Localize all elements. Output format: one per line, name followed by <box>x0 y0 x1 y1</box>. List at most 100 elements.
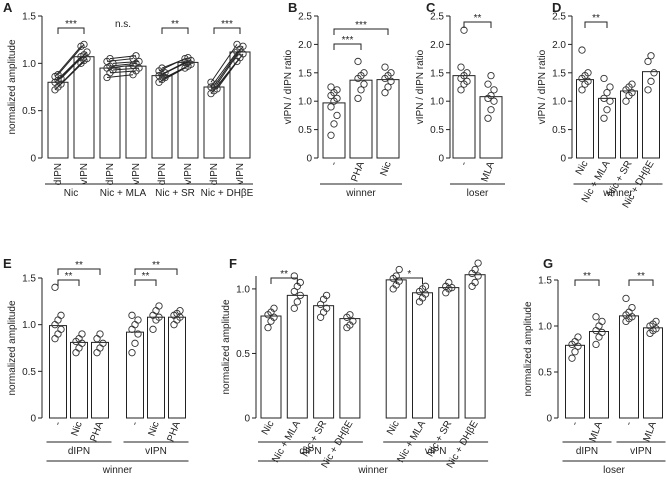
pair-line <box>109 62 137 67</box>
data-point <box>333 94 341 103</box>
y-tick-label: 1.5 <box>430 68 444 79</box>
significance-label: *** <box>65 19 77 30</box>
significance-label: ** <box>583 271 591 282</box>
y-tick-label: 0.5 <box>22 367 36 378</box>
bar <box>125 65 147 159</box>
data-point <box>595 322 603 330</box>
panel-letter: F <box>229 256 237 271</box>
data-point <box>600 74 608 83</box>
data-point <box>99 339 107 347</box>
y-tick-label: 0 <box>244 414 250 425</box>
data-point <box>181 54 189 63</box>
significance-label: ** <box>152 260 160 271</box>
data-point <box>207 78 215 86</box>
data-point <box>349 317 357 325</box>
pair-line <box>109 70 137 74</box>
significance-label: ** <box>171 19 179 30</box>
data-point <box>290 304 298 312</box>
significance-label: *** <box>355 20 367 31</box>
data-point <box>128 311 136 319</box>
panel-letter: G <box>543 256 553 271</box>
data-point <box>290 272 298 280</box>
y-tick-label: 0 <box>30 414 36 425</box>
data-point <box>568 354 576 362</box>
y-axis-label: vIPN / dIPN ratio <box>283 49 294 124</box>
data-point <box>83 48 91 56</box>
y-tick-label: 0.5 <box>552 125 566 136</box>
data-point <box>600 94 608 103</box>
data-point <box>628 80 636 88</box>
data-point <box>381 63 389 71</box>
pair-line <box>106 74 134 79</box>
y-tick-label: 2.0 <box>298 40 312 51</box>
y-tick-label: 1.5 <box>22 274 36 285</box>
bar <box>479 96 503 159</box>
category-label: - <box>623 420 634 427</box>
significance-bracket <box>270 277 298 284</box>
category-label: MLA <box>641 420 658 443</box>
data-point <box>57 325 65 333</box>
data-point <box>96 330 104 338</box>
data-point <box>330 120 338 128</box>
data-point <box>128 349 136 357</box>
category-label: - <box>129 420 140 427</box>
significance-label: *** <box>221 19 233 30</box>
data-point <box>471 265 479 274</box>
data-point <box>387 77 395 85</box>
data-point <box>487 91 495 100</box>
outer-group-label: winner <box>102 465 133 476</box>
data-point <box>574 333 582 341</box>
data-point <box>600 114 608 122</box>
data-point <box>57 311 65 319</box>
significance-bracket <box>584 21 608 28</box>
data-point <box>270 304 278 312</box>
data-point <box>176 307 184 315</box>
data-point <box>80 40 88 49</box>
data-point <box>622 294 630 303</box>
y-tick-label: 0 <box>306 154 312 165</box>
category-label: - <box>458 160 469 167</box>
category-label: Nic <box>385 419 402 437</box>
data-point <box>158 64 166 72</box>
data-point <box>354 94 362 103</box>
data-point <box>78 330 86 338</box>
bar <box>177 61 199 159</box>
category-label: vIPN <box>131 163 142 185</box>
data-point <box>457 63 465 71</box>
data-point <box>327 83 335 91</box>
y-tick-label: 0 <box>546 414 552 425</box>
y-tick-label: 1.0 <box>236 284 250 295</box>
data-point <box>603 106 611 114</box>
y-tick-label: 0.5 <box>236 349 250 360</box>
y-tick-label: 1.0 <box>538 322 552 333</box>
data-point <box>360 80 368 88</box>
outer-group-label: winner <box>357 465 388 476</box>
y-tick-label: 2.0 <box>552 40 566 51</box>
bar <box>598 97 616 159</box>
group-label: winner <box>602 188 633 199</box>
category-label: vIPN <box>183 163 194 185</box>
data-point <box>327 103 335 111</box>
category-label: Nic <box>379 160 394 177</box>
data-point <box>93 335 101 343</box>
significance-label: n.s. <box>115 19 131 30</box>
category-label: Nic <box>574 159 591 177</box>
data-point <box>322 304 331 312</box>
data-point <box>155 71 163 80</box>
group-label: vIPN <box>145 446 167 457</box>
bar <box>438 287 460 419</box>
category-label: dIPN <box>209 163 220 185</box>
y-tick-label: 0 <box>560 154 566 165</box>
y-axis-label: normalized amplitude <box>7 300 18 395</box>
data-point <box>149 325 157 333</box>
bar <box>349 79 373 159</box>
significance-label: ** <box>65 271 73 282</box>
data-point <box>54 71 62 79</box>
y-tick-label: 2.5 <box>298 12 312 23</box>
data-point <box>606 97 614 105</box>
significance-bracket <box>628 279 654 286</box>
data-point <box>135 57 143 66</box>
significance-bracket <box>333 43 362 50</box>
y-tick-label: 0.5 <box>298 125 312 136</box>
significance-bracket <box>213 27 241 34</box>
